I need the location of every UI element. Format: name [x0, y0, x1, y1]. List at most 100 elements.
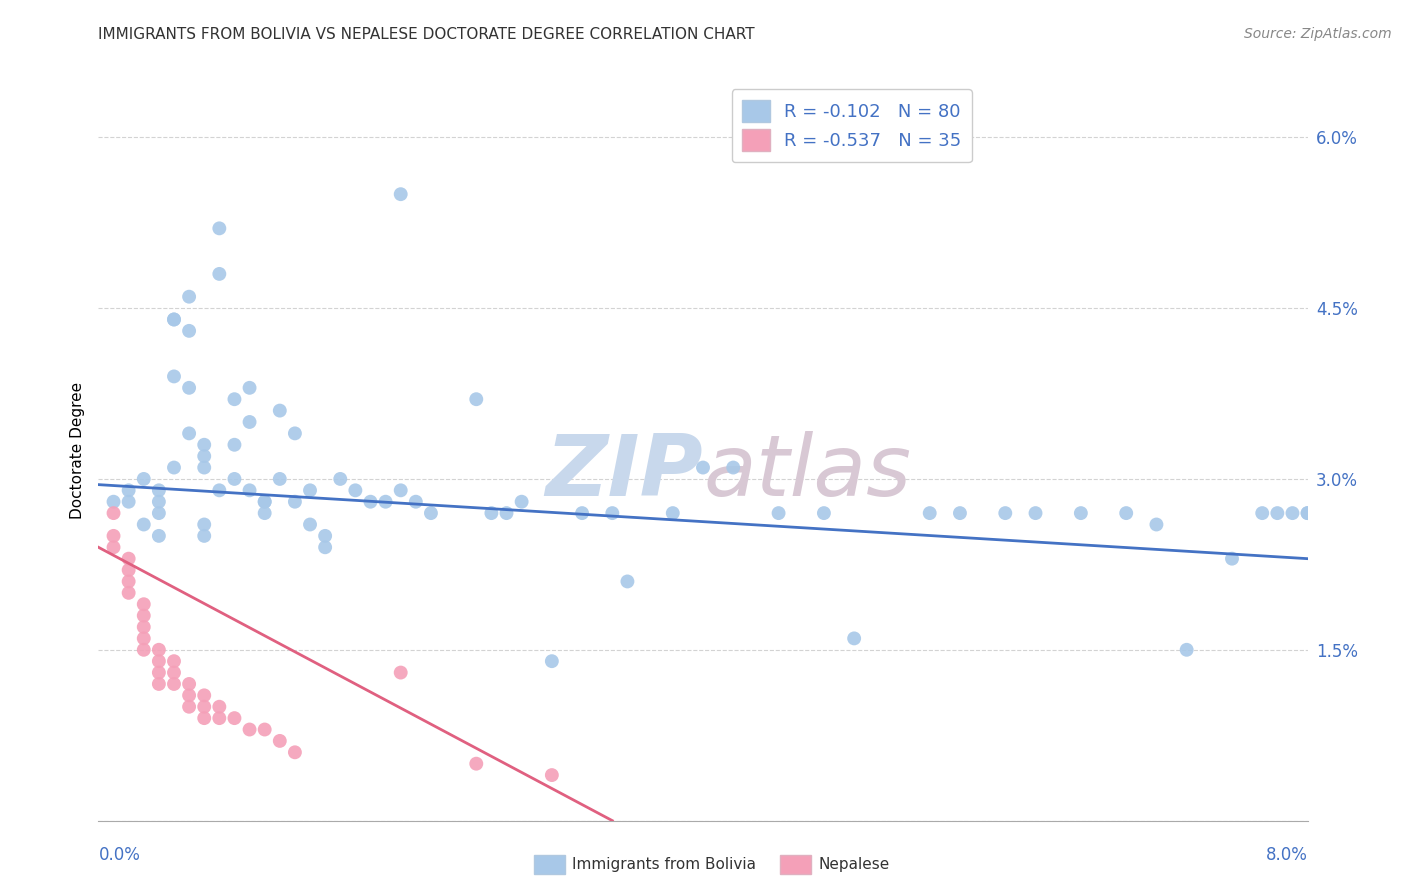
Point [208, 699, 231, 714]
Point [616, 574, 638, 589]
Point [1146, 517, 1168, 532]
Point [1296, 506, 1319, 520]
Point [253, 723, 276, 737]
Point [148, 483, 170, 498]
Point [148, 529, 170, 543]
Point [118, 574, 141, 589]
Point [163, 369, 186, 384]
Text: Nepalese: Nepalese [818, 857, 890, 871]
Point [224, 711, 246, 725]
Point [103, 541, 125, 555]
Point [132, 597, 155, 611]
Point [299, 483, 322, 498]
Point [1220, 551, 1243, 566]
Point [481, 506, 503, 520]
Point [918, 506, 941, 520]
Point [314, 529, 336, 543]
Point [179, 381, 201, 395]
Point [193, 529, 215, 543]
Point [389, 187, 412, 202]
Point [132, 472, 155, 486]
Point [239, 483, 262, 498]
Point [360, 494, 382, 508]
Point [344, 483, 367, 498]
Point [208, 483, 231, 498]
Point [224, 392, 246, 407]
Point [132, 517, 155, 532]
Point [465, 756, 488, 771]
Text: Immigrants from Bolivia: Immigrants from Bolivia [572, 857, 756, 871]
Text: IMMIGRANTS FROM BOLIVIA VS NEPALESE DOCTORATE DEGREE CORRELATION CHART: IMMIGRANTS FROM BOLIVIA VS NEPALESE DOCT… [98, 27, 755, 42]
Point [239, 381, 262, 395]
Point [540, 654, 562, 668]
Point [208, 221, 231, 235]
Point [148, 654, 170, 668]
Point [1025, 506, 1047, 520]
Point [571, 506, 593, 520]
Point [148, 665, 170, 680]
Point [540, 768, 562, 782]
Point [132, 620, 155, 634]
Point [179, 426, 201, 441]
Point [284, 494, 307, 508]
Point [118, 586, 141, 600]
Point [269, 734, 291, 748]
Point [1070, 506, 1092, 520]
Point [179, 324, 201, 338]
Point [299, 517, 322, 532]
Point [193, 711, 215, 725]
Point [103, 494, 125, 508]
Point [179, 677, 201, 691]
Point [103, 506, 125, 520]
Point [132, 632, 155, 646]
Point [163, 665, 186, 680]
Point [239, 723, 262, 737]
Point [193, 460, 215, 475]
Point [269, 472, 291, 486]
Point [692, 460, 714, 475]
Point [253, 494, 276, 508]
Point [118, 551, 141, 566]
Point [163, 312, 186, 326]
Text: ZIP: ZIP [546, 431, 703, 514]
Point [949, 506, 972, 520]
Point [510, 494, 533, 508]
Point [389, 483, 412, 498]
Text: 8.0%: 8.0% [1265, 846, 1308, 863]
Point [661, 506, 683, 520]
Point [118, 563, 141, 577]
Point [179, 290, 201, 304]
Point [193, 438, 215, 452]
Point [723, 460, 745, 475]
Point [208, 711, 231, 725]
Text: 0.0%: 0.0% [98, 846, 141, 863]
Point [193, 517, 215, 532]
Point [1281, 506, 1303, 520]
Point [420, 506, 443, 520]
Point [193, 699, 215, 714]
Point [1251, 506, 1274, 520]
Point [163, 677, 186, 691]
Point [224, 472, 246, 486]
Point [193, 449, 215, 463]
Point [284, 745, 307, 759]
Text: atlas: atlas [703, 431, 911, 514]
Point [1267, 506, 1289, 520]
Point [269, 403, 291, 417]
Point [495, 506, 517, 520]
Point [148, 677, 170, 691]
Point [224, 438, 246, 452]
Point [253, 494, 276, 508]
Point [239, 415, 262, 429]
Point [602, 506, 624, 520]
Legend: R = -0.102   N = 80, R = -0.537   N = 35: R = -0.102 N = 80, R = -0.537 N = 35 [731, 89, 972, 162]
Point [103, 529, 125, 543]
Point [179, 689, 201, 703]
Point [148, 494, 170, 508]
Text: Source: ZipAtlas.com: Source: ZipAtlas.com [1244, 27, 1392, 41]
Point [1115, 506, 1137, 520]
Point [284, 426, 307, 441]
Point [329, 472, 352, 486]
Point [813, 506, 835, 520]
Point [405, 494, 427, 508]
